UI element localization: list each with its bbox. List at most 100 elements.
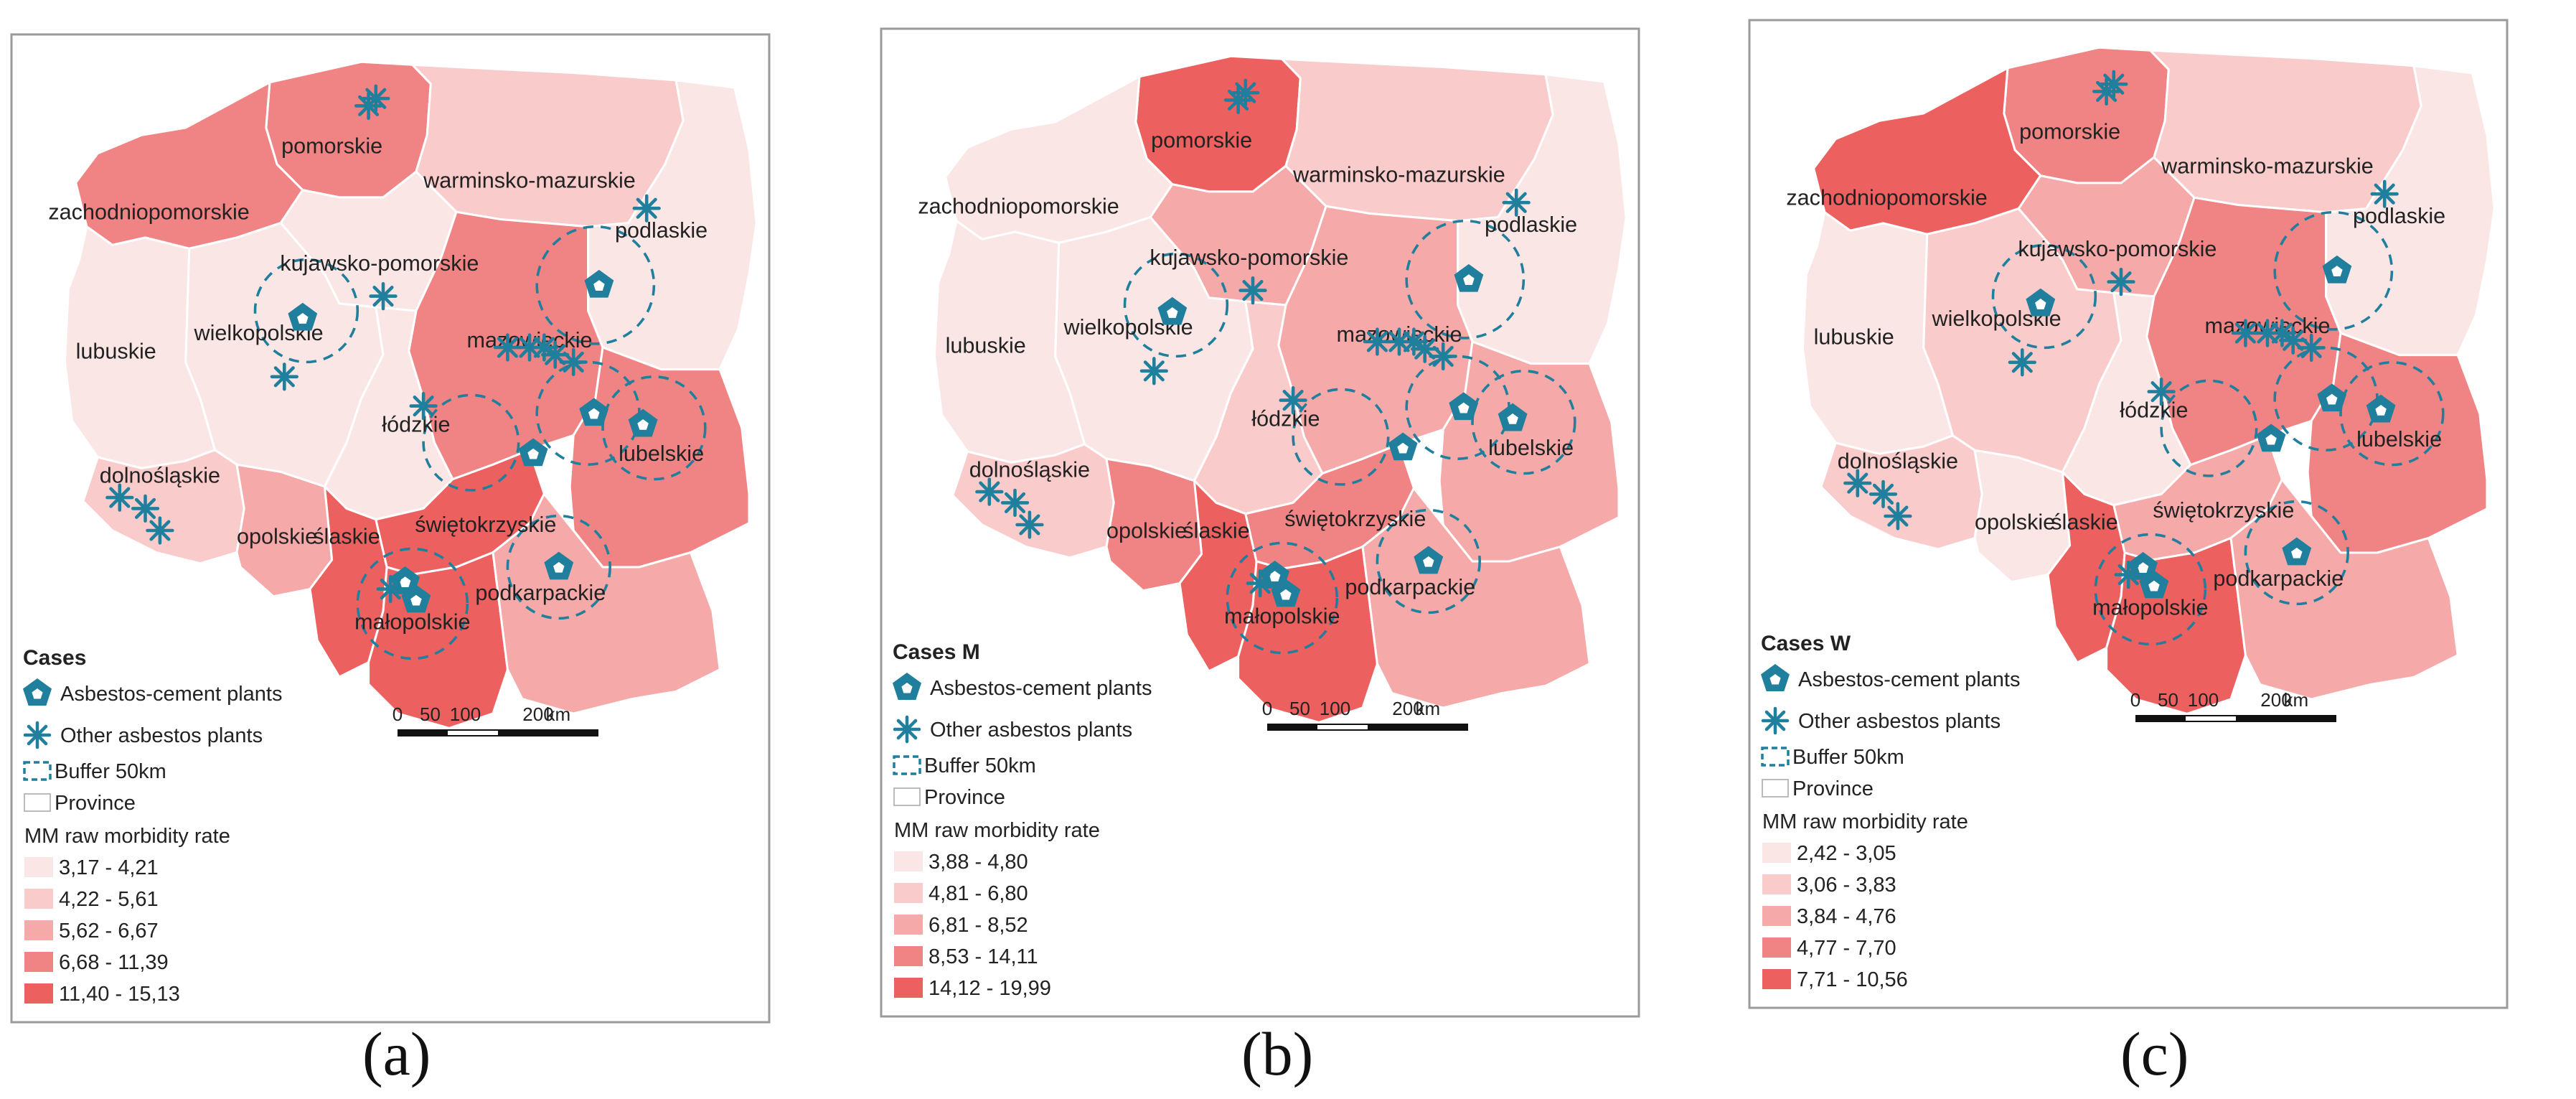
other-asbestos-plant-icon (270, 363, 299, 391)
province-label-pomorskie: pomorskie (281, 134, 382, 159)
other-asbestos-plant-icon (1843, 469, 1872, 497)
map-b: pomorskie zachodniopomorskie warminsko-maz… (880, 27, 1640, 1018)
other-asbestos-plant-icon (369, 281, 398, 311)
legend-class-swatch (894, 915, 923, 935)
asbestos-cement-plant-icon (1271, 579, 1301, 607)
province-label-podkarpackie: podkarpackie (475, 581, 606, 605)
other-asbestos-plant-icon (1223, 85, 1253, 115)
asbestos-cement-plant-icon (2282, 537, 2312, 566)
legend-province-label: Province (55, 792, 136, 815)
asbestos-cement-plant-icon (1454, 263, 1484, 292)
other-asbestos-plant-icon (1246, 569, 1274, 598)
legend-asbestos-cement-icon (1761, 664, 1790, 691)
asbestos-cement-plant-icon (584, 269, 614, 298)
province-label-swietokrzyskie: świętokrzyskie (1284, 507, 1426, 531)
legend-class-swatch (24, 857, 53, 877)
legend-class-swatch (894, 851, 923, 871)
asbestos-cement-plant-icon (2026, 288, 2056, 317)
legend: Cases W Asbestos-cement plants Other asbes… (1761, 632, 2020, 991)
legend-class-label: 6,81 - 8,52 (929, 914, 1028, 937)
province-label-lubelskie: lubelskie (1488, 436, 1574, 460)
legend-buffer-label: Buffer 50km (924, 754, 1036, 777)
buffer-50km-2 (1405, 219, 1526, 340)
province-layer: pomorskie zachodniopomorskie warminsko-maz… (48, 60, 758, 729)
legend-class-swatch (1762, 906, 1791, 926)
province-label-warminsko: warminsko-mazurskie (1292, 163, 1505, 187)
other-asbestos-plant-icon (2114, 560, 2143, 589)
legend-class-label: 3,06 - 3,83 (1797, 874, 1896, 897)
province-label-podkarpackie: podkarpackie (2213, 566, 2344, 591)
other-asbestos-plant-icon (1000, 488, 1030, 518)
asbestos-cement-plant-icon (401, 584, 431, 613)
province-label-malopolskie: małopolskie (1224, 604, 1340, 629)
other-asbestos-plant-icon (146, 516, 174, 545)
buffer-50km-7 (2244, 500, 2349, 606)
province-label-podkarpackie: podkarpackie (1345, 575, 1475, 599)
buffer-50km-4 (1471, 370, 1576, 475)
province-label-kujawsko: kujawsko-pomorskie (2018, 237, 2217, 261)
province-label-malopolskie: małopolskie (354, 610, 470, 635)
province-label-pomorskie: pomorskie (2019, 120, 2120, 144)
legend-asbestos-cement-icon (893, 673, 921, 700)
scale-tick-label: 100 (1320, 698, 1350, 719)
province-label-opolskie: opolskie (237, 524, 317, 548)
asbestos-cement-plant-icon (1260, 560, 1289, 589)
province-label-swietokrzyskie: świętokrzyskie (2153, 498, 2294, 523)
legend-class-swatch (24, 920, 53, 940)
province-label-warminsko: warminsko-mazurskie (423, 169, 636, 193)
asbestos-cement-plant-icon (2139, 570, 2169, 599)
legend-province-swatch (24, 793, 51, 812)
buffer-50km-7 (1376, 508, 1481, 614)
province-layer: pomorskie zachodniopomorskie warminsko-maz… (1786, 46, 2496, 715)
province-label-podlaskie: podlaskie (2353, 204, 2445, 228)
map-panel-b: pomorskie zachodniopomorskie warminsko-maz… (880, 27, 1640, 1018)
legend-class-swatch (1762, 937, 1791, 958)
buffer-50km-3 (2160, 379, 2258, 477)
scale-unit-label: km (1416, 698, 1441, 719)
province-label-zachodniopomorskie: zachodniopomorskie (48, 200, 249, 225)
other-asbestos-plant-icon (632, 194, 661, 223)
buffer-50km-3 (1292, 388, 1390, 486)
province-podkarpackie (492, 492, 721, 715)
asbestos-cement-plant-icon (288, 302, 318, 331)
province-label-zachodniopomorskie: zachodniopomorskie (918, 195, 1119, 219)
other-asbestos-plant-icon (1429, 342, 1457, 371)
scale-tick-label: 50 (2158, 689, 2178, 711)
other-asbestos-plant-icon (1139, 357, 1168, 385)
asbestos-cement-plant-icon (1388, 432, 1418, 461)
buffer-50km-2 (535, 225, 656, 345)
province-label-lodzkie: łódzkie (382, 412, 450, 436)
legend-other-plants-icon (1761, 706, 1790, 735)
other-asbestos-plant-icon (541, 340, 570, 369)
buffer-50km-1 (253, 258, 359, 364)
legend-class-swatch (1762, 969, 1791, 989)
scale-tick-label: 100 (450, 703, 481, 725)
other-asbestos-plant-icon (1238, 276, 1267, 305)
province-label-lubelskie: lubelskie (619, 441, 704, 466)
scale-tick-label: 0 (392, 703, 403, 725)
legend: Cases M Asbestos-cement plants Other asbes… (893, 640, 1152, 1000)
asbestos-cement-plant-icon (2256, 424, 2286, 452)
legend-class-label: 5,62 - 6,67 (59, 920, 159, 943)
legend-class-swatch (1762, 874, 1791, 894)
province-label-opolskie: opolskie (1106, 518, 1187, 543)
other-asbestos-plant-icon (2370, 179, 2399, 208)
legend-buffer-swatch (23, 761, 52, 781)
legend-asbestos-cement-label: Asbestos-cement plants (930, 677, 1152, 700)
province-label-podlaskie: podlaskie (615, 218, 708, 243)
caption-a: (a) (362, 1019, 431, 1088)
buffer-50km-1 (1123, 252, 1229, 358)
other-asbestos-plant-icon (409, 391, 438, 421)
legend-class-label: 3,17 - 4,21 (59, 856, 159, 879)
map-c: pomorskie zachodniopomorskie warminsko-maz… (1748, 19, 2509, 1009)
legend-class-label: 3,84 - 4,76 (1797, 905, 1896, 928)
caption-b: (b) (1241, 1019, 1314, 1088)
legend-class-label: 14,12 - 19,99 (929, 977, 1051, 1000)
buffer-50km-7 (506, 514, 611, 620)
scale-unit-label: km (546, 703, 571, 725)
asbestos-cement-plant-icon (1498, 403, 1528, 431)
province-label-dolnoslaskie: dolnośląskie (100, 464, 220, 488)
